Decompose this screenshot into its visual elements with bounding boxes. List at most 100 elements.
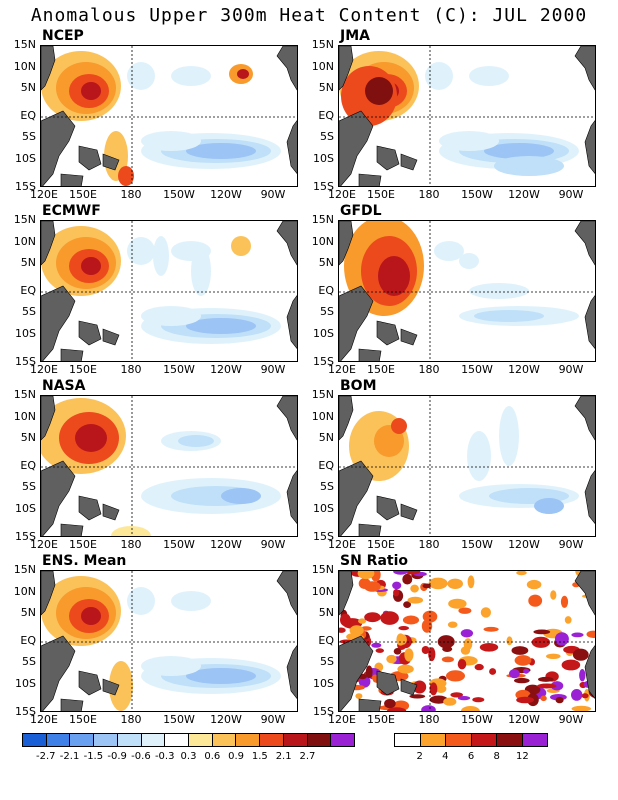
lat-tick-label: 15N xyxy=(311,38,334,51)
land-mass xyxy=(41,460,76,536)
lon-tick-label: 120E xyxy=(30,538,58,551)
anomaly-map xyxy=(41,396,297,536)
land-mass xyxy=(339,110,374,186)
colorbar-swatch xyxy=(395,734,421,746)
anomaly-contour xyxy=(186,143,256,159)
land-mass xyxy=(102,328,120,346)
colorbar-swatch xyxy=(236,734,261,746)
anomaly-contour xyxy=(467,431,491,481)
sn-contour xyxy=(516,696,534,704)
sn-contour xyxy=(509,669,520,679)
sn-contour xyxy=(413,680,427,694)
land-mass xyxy=(400,678,418,696)
colorbar-swatch xyxy=(141,734,166,746)
map-frame xyxy=(338,395,596,537)
sn-contour xyxy=(489,668,497,675)
lon-tick-label: 150E xyxy=(69,363,97,376)
lon-tick-label: 90W xyxy=(260,188,286,201)
colorbar-label: 2 xyxy=(416,751,423,762)
lat-tick-label: 10S xyxy=(313,326,334,340)
lat-tick-label: 15S xyxy=(15,530,36,543)
panel-title: NASA xyxy=(42,378,86,394)
lat-tick-label: 5S xyxy=(320,130,334,143)
lon-tick-label: 150W xyxy=(461,188,493,201)
land-mass xyxy=(339,221,354,266)
land-mass xyxy=(102,678,120,696)
lon-tick-label: 180 xyxy=(120,363,142,376)
anomaly-contour xyxy=(434,241,464,261)
anomaly-contour xyxy=(141,656,201,676)
sn-contour xyxy=(447,621,458,628)
anomaly-contour xyxy=(118,166,134,186)
land-mass xyxy=(339,46,354,91)
lon-tick-label: 90W xyxy=(260,538,286,551)
lat-tick-label: 5N xyxy=(20,81,36,94)
land-mass xyxy=(78,320,102,346)
lat-tick-label: 15S xyxy=(313,355,334,368)
anomaly-contour xyxy=(127,587,155,615)
lat-tick-label: 5S xyxy=(22,130,36,143)
lat-tick-label: EQ xyxy=(20,634,36,647)
land-mass xyxy=(286,645,297,699)
colorbar-swatch xyxy=(307,734,332,746)
anomaly-contour xyxy=(534,498,564,514)
lat-tick-label: EQ xyxy=(20,284,36,297)
colorbar-swatch xyxy=(212,734,237,746)
lat-tick-label: EQ xyxy=(20,459,36,472)
sn-contour xyxy=(564,616,572,624)
panel-title: BOM xyxy=(340,378,377,394)
map-panel: ENS. Mean 15N 10N 5N EQ 5S 10S 15S 120E 150E 180 15… xyxy=(14,553,298,726)
lon-tick-label: 180 xyxy=(418,363,440,376)
anomaly-contour xyxy=(81,82,101,100)
sn-contour xyxy=(446,670,465,682)
sn-contour xyxy=(581,693,589,699)
sn-contour xyxy=(460,629,474,638)
land-mass xyxy=(41,110,76,186)
lat-tick-label: 5N xyxy=(20,431,36,444)
lat-tick-label: 10S xyxy=(313,501,334,515)
anomaly-contour xyxy=(171,591,211,611)
land-mass xyxy=(358,523,382,536)
colorbar-swatch xyxy=(420,734,446,746)
sn-contour xyxy=(421,646,430,654)
sn-contour xyxy=(540,695,547,702)
land-mass xyxy=(339,571,354,616)
sn-contour xyxy=(393,648,402,655)
lat-tick-label: 5N xyxy=(20,256,36,269)
lat-tick-label: 15N xyxy=(13,213,36,226)
land-mass xyxy=(41,46,56,91)
lat-tick-label: EQ xyxy=(318,109,334,122)
sn-contour xyxy=(365,665,373,679)
lat-tick-label: 5S xyxy=(22,305,36,318)
sn-contour xyxy=(398,626,409,631)
anomaly-contour xyxy=(75,424,107,452)
sn-contour xyxy=(409,694,426,699)
anomaly-contour xyxy=(178,435,214,447)
sn-contour xyxy=(386,654,397,664)
land-mass xyxy=(41,571,56,616)
anomaly-contour xyxy=(425,62,453,90)
map-panel: GFDL 15N 10N 5N EQ 5S 10S 15S 120E 150E 180 150W 120… xyxy=(312,203,596,376)
colorbar-label: 12 xyxy=(515,751,529,762)
lon-tick-label: 90W xyxy=(260,363,286,376)
lat-tick-label: 15S xyxy=(15,355,36,368)
sn-contour xyxy=(358,618,367,624)
land-mass xyxy=(286,295,297,349)
lat-tick-label: 15N xyxy=(311,213,334,226)
sn-contour xyxy=(537,683,557,689)
panel-title: GFDL xyxy=(340,203,382,219)
sn-contour xyxy=(437,635,455,649)
sn-contour xyxy=(404,571,421,575)
lon-tick-label: 120W xyxy=(508,363,540,376)
land-mass xyxy=(339,396,354,441)
lat-tick-label: 10S xyxy=(15,676,36,690)
anomaly-contour xyxy=(109,661,133,711)
anomaly-contour xyxy=(484,143,554,159)
sn-ratio-colorbar xyxy=(394,733,548,747)
sn-contour xyxy=(392,581,402,590)
colorbar-swatch xyxy=(117,734,142,746)
anomaly-contour xyxy=(237,69,249,79)
sn-contour xyxy=(447,578,463,589)
sn-contour xyxy=(550,681,564,691)
anomaly-contour xyxy=(378,256,410,296)
